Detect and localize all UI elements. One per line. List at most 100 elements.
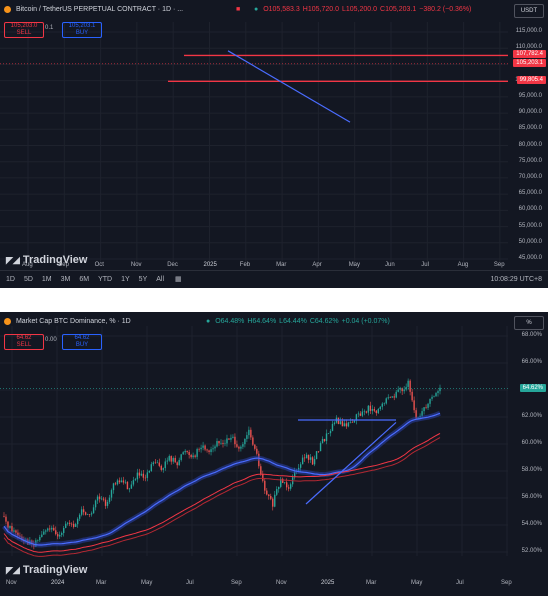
dominance-symbol-title[interactable]: Market Cap BTC Dominance, % · 1D (15, 318, 131, 325)
dom-buy-button[interactable]: 64.62 BUY (62, 334, 102, 350)
candle-body (262, 473, 264, 481)
timeframe-1d[interactable]: 1D (6, 276, 15, 283)
candle-body (55, 530, 57, 535)
candle-body (387, 397, 389, 399)
timeframe-6m[interactable]: 6M (79, 276, 90, 283)
currency-selector[interactable]: USDT (514, 4, 544, 18)
candle-body (84, 512, 87, 515)
price-axis-label: 75,000.0 (518, 157, 542, 164)
price-axis-label: 90,000.0 (518, 109, 542, 116)
calendar-icon[interactable]: ▦ (174, 276, 182, 283)
candle-body (373, 409, 375, 411)
time-axis-label: Aug (457, 262, 469, 268)
dom-sell-button[interactable]: 64.62 SELL (4, 334, 44, 350)
timeframe-1m[interactable]: 1M (41, 276, 52, 283)
dominance-ohlc: ● O64.48% H64.64% L64.44% C64.62% +0.04 (+0.… (206, 318, 390, 325)
candle-body (110, 490, 113, 498)
timeframe-3m[interactable]: 3M (60, 276, 71, 283)
time-axis-label: Sep (501, 580, 512, 586)
clock[interactable]: 10:08:29 UTC+8 (490, 276, 542, 283)
candle-body (146, 472, 149, 478)
candle-body (367, 405, 370, 413)
candle-body (212, 448, 214, 450)
candle-body (226, 438, 228, 444)
time-axis-label: May (411, 580, 423, 586)
candle-body (82, 509, 85, 513)
price-axis-label: 80,000.0 (518, 141, 542, 148)
btc-chart-canvas[interactable] (0, 0, 548, 288)
candle-body (415, 410, 417, 419)
timeframe-buttons: 1D 5D 1M 3M 6M YTD 1Y 5Y All (0, 276, 167, 283)
tradingview-logo: ◤◢ TradingView (6, 254, 88, 266)
candle-body (176, 462, 178, 466)
timeframe-5d[interactable]: 5D (23, 276, 33, 283)
timeframe-ytd[interactable]: YTD (98, 276, 113, 283)
candle-body (70, 523, 73, 525)
candle-body (301, 457, 304, 465)
candle-body (289, 484, 292, 489)
dominance-chart-canvas[interactable] (0, 312, 548, 596)
dom-buy-price: 64.62 (74, 335, 90, 341)
candle-body (3, 516, 5, 517)
candle-body (411, 391, 413, 401)
dom-close: C64.62% (309, 318, 339, 325)
candle-body (142, 473, 145, 478)
candle-body (266, 490, 268, 495)
candle-body (106, 501, 109, 506)
candle-body (158, 462, 160, 466)
candle-body (236, 444, 238, 447)
candle-body (349, 422, 352, 423)
time-axis-label: Nov (276, 580, 287, 586)
btc-symbol-title[interactable]: Bitcoin / TetherUS PERPETUAL CONTRACT · … (15, 6, 184, 13)
candle-body (355, 414, 358, 421)
candle-body (429, 398, 431, 404)
price-axis-label: 56.00% (521, 494, 542, 500)
dom-low: L64.44% (279, 318, 307, 325)
btc-chart-panel[interactable]: Bitcoin / TetherUS PERPETUAL CONTRACT · … (0, 0, 548, 288)
tradingview-logo-text-2: TradingView (22, 564, 88, 576)
candle-body (232, 436, 234, 438)
time-axis-label: Jun (385, 262, 395, 268)
candle-body (112, 483, 115, 491)
candle-body (379, 406, 381, 410)
candle-body (45, 530, 47, 532)
candle-body (311, 457, 314, 465)
candle-body (435, 393, 437, 397)
candle-body (102, 498, 105, 500)
price-axis-label: 60,000.0 (518, 206, 542, 213)
candle-body (395, 391, 397, 398)
candle-body (174, 458, 176, 463)
candle-body (140, 473, 143, 476)
flag-icon[interactable]: ■ (236, 6, 241, 13)
timeframe-1y[interactable]: 1Y (121, 276, 130, 283)
timeframe-all[interactable]: All (156, 276, 165, 283)
candle-body (431, 396, 433, 399)
btc-chart-header: Bitcoin / TetherUS PERPETUAL CONTRACT · … (0, 0, 548, 20)
tradingview-logo-2: ◤◢ TradingView (6, 564, 88, 576)
candle-body (425, 407, 427, 408)
candle-body (39, 536, 41, 541)
time-axis-label: Sep (493, 262, 505, 268)
btc-buy-button[interactable]: 105,203.1 BUY (62, 22, 102, 38)
candle-body (299, 464, 302, 468)
candle-body (224, 443, 226, 445)
candle-body (230, 437, 232, 440)
candle-body (47, 528, 49, 531)
ascending-trendline (305, 421, 397, 505)
time-axis-label: Mar (96, 580, 107, 586)
candle-body (393, 396, 395, 398)
unit-selector[interactable]: % (514, 316, 544, 330)
candle-body (375, 410, 377, 414)
candle-body (154, 462, 156, 464)
btc-sell-button[interactable]: 105,203.0 SELL (4, 22, 44, 38)
price-axis-label: 65,000.0 (518, 190, 542, 197)
candle-body (270, 496, 272, 499)
candle-body (246, 435, 248, 439)
candle-body (242, 444, 244, 447)
candle-body (327, 433, 330, 434)
time-axis-label: 2024 (51, 580, 65, 586)
dominance-chart-panel[interactable]: Market Cap BTC Dominance, % · 1D ● O64.4… (0, 312, 548, 596)
candle-body (80, 509, 83, 515)
candle-body (240, 446, 242, 449)
timeframe-5y[interactable]: 5Y (138, 276, 148, 283)
